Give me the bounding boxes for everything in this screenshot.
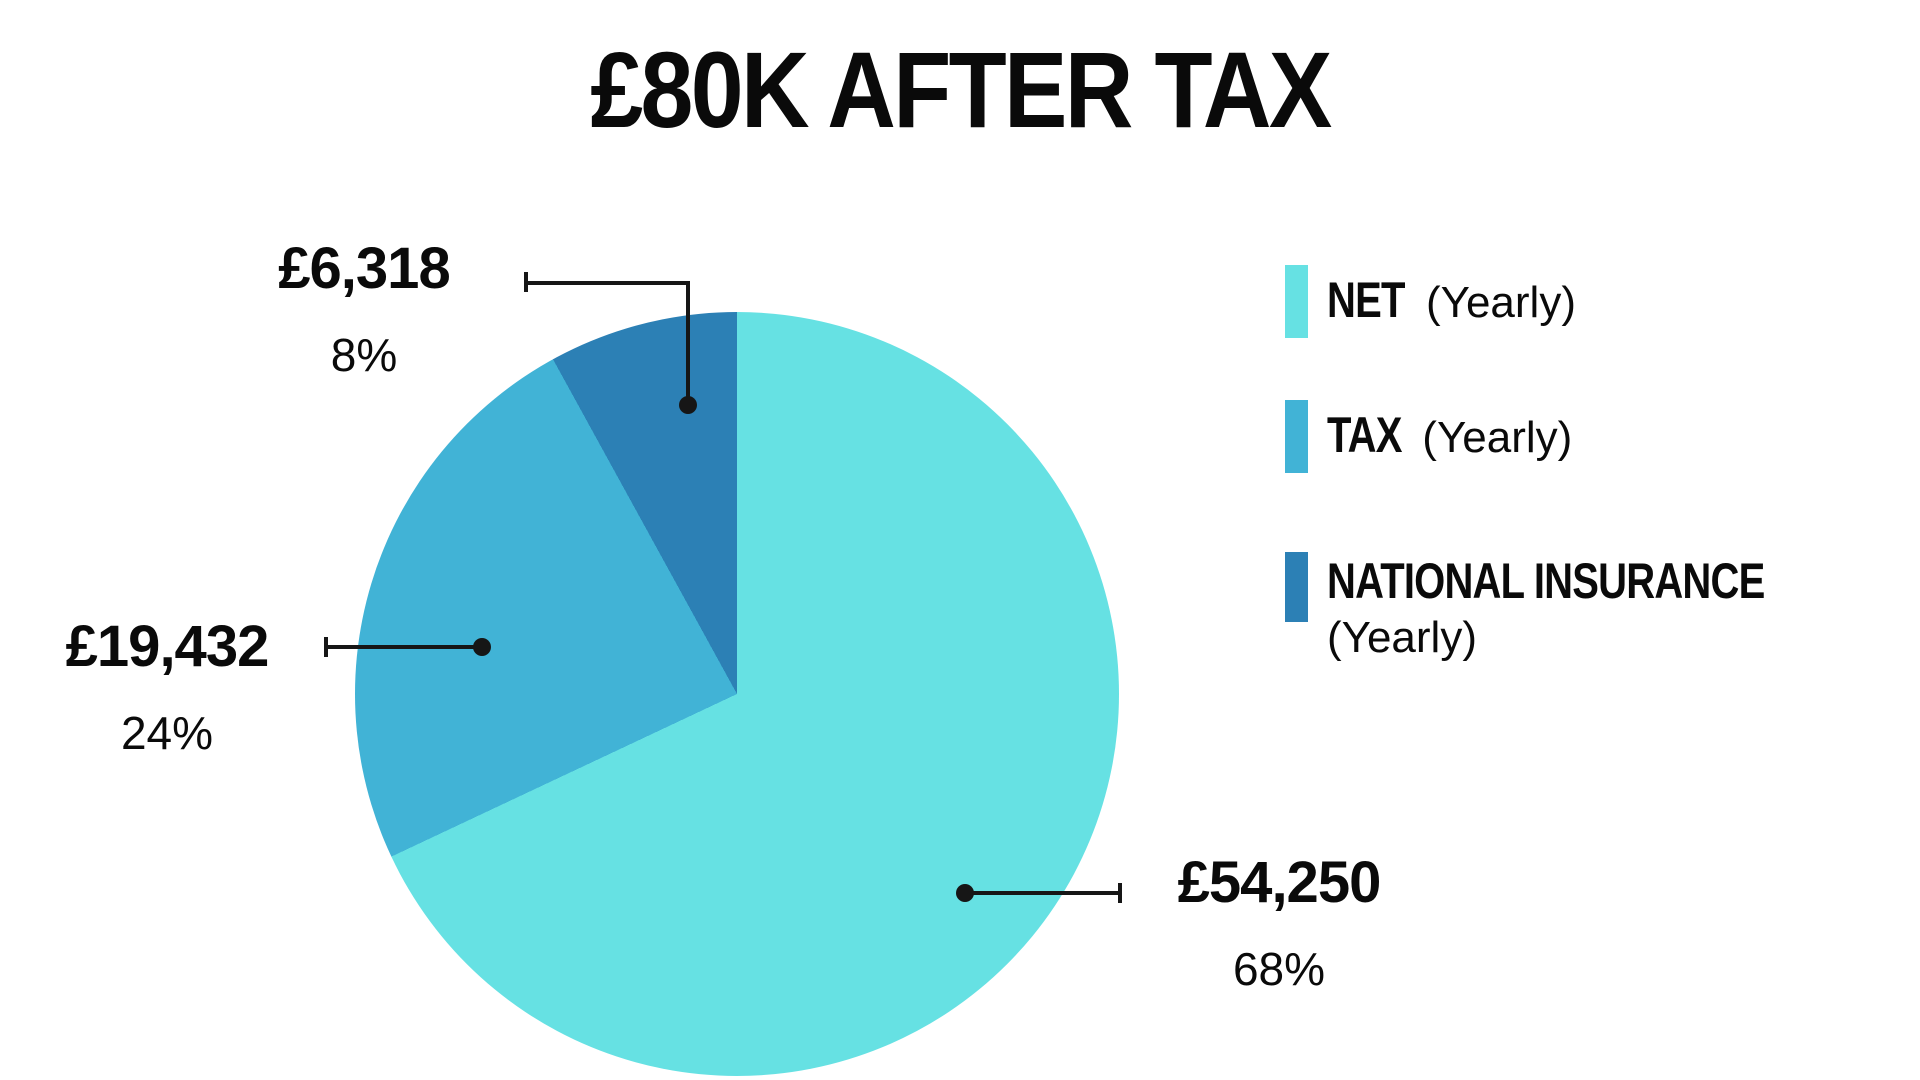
pie-chart	[355, 312, 1119, 1076]
callout-net: £54,250 68%	[1177, 850, 1382, 995]
legend-period-tax: (Yearly)	[1422, 413, 1573, 462]
legend-swatch-tax	[1285, 400, 1308, 473]
leader-dot-national-insurance	[679, 396, 697, 414]
legend-period-net: (Yearly)	[1426, 278, 1576, 327]
callout-value-national-insurance: £6,318	[278, 236, 450, 301]
callout-value-net: £54,250	[1177, 850, 1382, 915]
leader-tick-national-insurance	[524, 272, 528, 292]
callout-percent-net: 68%	[1232, 943, 1326, 995]
leader-tick-net	[1118, 883, 1122, 903]
leader-line-national-insurance-horizontal	[528, 281, 690, 285]
leader-line-tax	[328, 645, 482, 649]
legend-period-national-insurance: (Yearly)	[1327, 613, 1477, 662]
callout-percent-national-insurance: 8%	[330, 329, 398, 381]
legend-label-tax: TAX	[1327, 407, 1402, 463]
callout-value-tax: £19,432	[65, 614, 270, 679]
legend-label-net: NET	[1327, 272, 1405, 328]
legend-swatch-net	[1285, 265, 1308, 338]
leader-tick-tax	[324, 637, 328, 657]
legend-item-net: NET (Yearly)	[1285, 265, 1576, 338]
legend-item-tax: TAX (Yearly)	[1285, 400, 1572, 473]
legend-swatch-national-insurance	[1285, 552, 1308, 622]
leader-dot-tax	[473, 638, 491, 656]
callout-national-insurance: £6,318 8%	[278, 236, 450, 381]
legend-label-national-insurance: NATIONAL INSURANCE	[1327, 553, 1765, 609]
callout-percent-tax: 24%	[120, 707, 214, 759]
callout-tax: £19,432 24%	[65, 614, 270, 759]
legend-item-national-insurance: NATIONAL INSURANCE (Yearly)	[1285, 552, 1874, 660]
leader-line-national-insurance-vertical	[686, 281, 690, 405]
leader-line-net	[965, 891, 1120, 895]
chart-title: £80K AFTER TAX	[590, 29, 1332, 150]
